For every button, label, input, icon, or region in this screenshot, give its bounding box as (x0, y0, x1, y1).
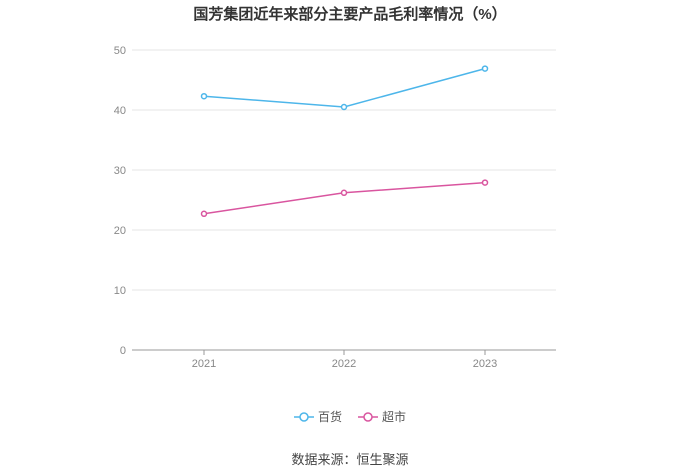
y-tick-label: 50 (114, 45, 126, 57)
data-point[interactable] (200, 92, 208, 100)
series-line-0 (203, 67, 486, 108)
legend-label-1: 超市 (382, 410, 407, 424)
y-tick-label: 30 (114, 165, 126, 177)
x-tick-label: 2021 (192, 358, 216, 370)
gridlines (132, 49, 556, 291)
legend-swatch-1 (358, 411, 378, 422)
data-point[interactable] (200, 210, 208, 218)
y-tick-label: 40 (114, 105, 126, 117)
legend-item-series-0[interactable]: 百货 (293, 408, 342, 425)
series-line-1 (203, 181, 486, 215)
y-tick-label: 0 (120, 345, 126, 357)
data-point[interactable] (340, 189, 348, 197)
data-point[interactable] (481, 65, 489, 72)
x-axis-ticks: 2021 2022 2023 (192, 350, 497, 370)
y-axis-ticks: 0 10 20 30 40 50 (114, 45, 126, 357)
legend: 百货 超市 (0, 408, 700, 425)
series-group (200, 65, 489, 218)
data-point[interactable] (481, 179, 489, 186)
x-tick-label: 2023 (473, 358, 497, 370)
legend-swatch-0 (293, 411, 314, 422)
legend-label-0: 百货 (317, 410, 342, 424)
source-note: 数据来源：恒生聚源 (291, 452, 409, 467)
chart-title: 国芳集团近年来部分主要产品毛利率情况（%） (193, 6, 507, 23)
data-point[interactable] (340, 103, 348, 111)
y-tick-label: 10 (114, 285, 126, 297)
y-tick-label: 20 (114, 225, 126, 237)
x-tick-label: 2022 (332, 358, 356, 370)
legend-item-series-1[interactable]: 超市 (358, 408, 406, 425)
